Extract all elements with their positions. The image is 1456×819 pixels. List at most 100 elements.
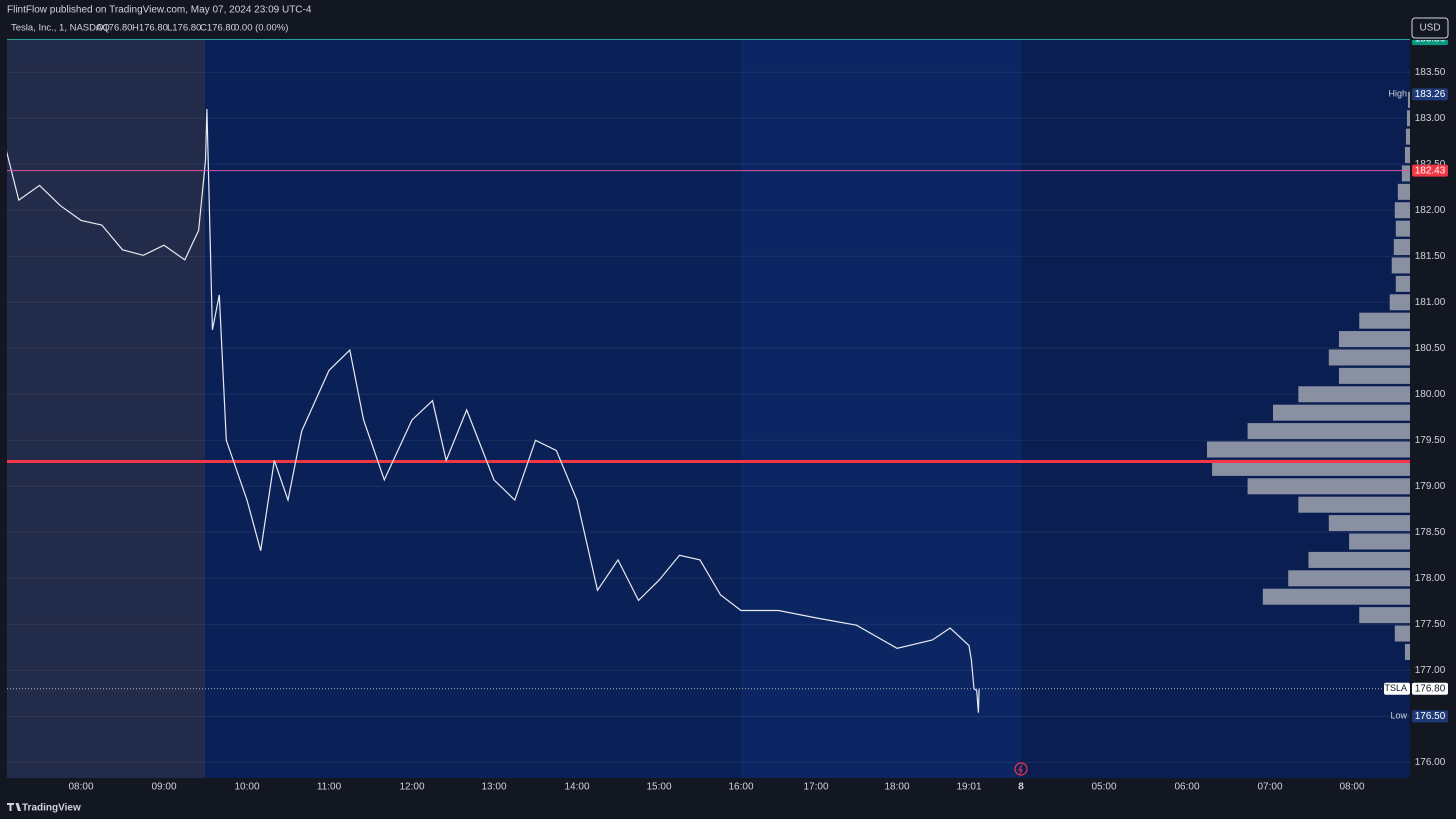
volume-profile-bar [1389, 294, 1410, 311]
x-tick-label: 18:00 [884, 782, 909, 793]
x-tick-label: 14:00 [564, 782, 589, 793]
ohlc-value: L176.80 [167, 23, 201, 34]
price-line [7, 108, 980, 713]
volume-profile-bar [1406, 110, 1410, 127]
y-tick-label: 177.50 [1415, 619, 1446, 630]
y-tick-label: 178.00 [1415, 573, 1446, 584]
x-tick-label: 17:00 [803, 782, 828, 793]
price-label-box [1412, 164, 1448, 177]
brand-name: TradingView [22, 803, 81, 814]
currency-button[interactable] [1411, 17, 1449, 39]
x-tick-label: 8 [1018, 782, 1024, 793]
volume-profile-bar [1262, 588, 1410, 605]
x-tick-label: 11:00 [317, 782, 342, 793]
volume-profile-bar [1391, 257, 1410, 274]
price-label-name: Low [1390, 711, 1407, 721]
y-tick-label: 183.50 [1415, 67, 1446, 78]
y-tick-label: 180.50 [1415, 343, 1446, 354]
series-tag-box [1384, 682, 1410, 695]
volume-profile-bar [1394, 625, 1410, 642]
price-label-text: 183.26 [1415, 89, 1446, 100]
y-tick-label: 182.00 [1415, 205, 1446, 216]
volume-profile-bar [1212, 459, 1410, 476]
y-tick-label: 176.00 [1415, 757, 1446, 768]
event-bolt [1018, 764, 1023, 775]
volume-profile-bar [1404, 147, 1410, 164]
price-label-text: 176.80 [1415, 683, 1446, 694]
x-tick-label: 10:00 [234, 782, 259, 793]
price-label-box [1412, 710, 1448, 723]
y-tick-label: 181.50 [1415, 251, 1446, 262]
volume-profile-bar [1338, 367, 1410, 384]
price-axis: 176.00 176.50 177.00 177.50 178.00 178.50 179.… [1384, 34, 1448, 768]
publish-info: FlintFlow published on TradingView.com, … [7, 5, 312, 16]
premarket-session [7, 40, 205, 778]
volume-profile-bar [1349, 533, 1410, 550]
x-tick-label: 15:00 [646, 782, 671, 793]
volume-profile-bar [1328, 515, 1410, 532]
x-tick-label: 07:00 [1257, 782, 1282, 793]
x-tick-label: 09:00 [151, 782, 176, 793]
volume-profile-bar [1397, 183, 1410, 200]
y-tick-label: 177.00 [1415, 665, 1446, 676]
price-label-name: TSLA [1384, 683, 1407, 693]
ohlc-value: C176.80 [200, 23, 236, 34]
ohlc-value: H176.80 [132, 23, 168, 34]
price-label-box [1412, 88, 1448, 101]
volume-profile-bar [1298, 496, 1410, 513]
x-tick-label: 06:00 [1174, 782, 1199, 793]
price-label-box [1412, 40, 1448, 46]
x-tick-label: 13:00 [481, 782, 506, 793]
volume-profile-bar [1207, 441, 1410, 458]
grid [7, 71, 1410, 763]
x-tick-label: 16:00 [728, 782, 753, 793]
price-label: 176.50 [1412, 710, 1448, 723]
regular-session [205, 40, 741, 778]
volume-profile-bar [1393, 239, 1410, 256]
currency-label[interactable]: USD [1419, 23, 1440, 34]
volume-profile-bar [1359, 312, 1410, 329]
price-label-text: 176.50 [1415, 711, 1446, 722]
price-label-name: High [1388, 89, 1407, 99]
x-tick-label: 05:00 [1091, 782, 1116, 793]
y-tick-label: 179.50 [1415, 435, 1446, 446]
volume-profile-bar [1288, 570, 1410, 587]
price-label-text: 182.43 [1415, 165, 1446, 176]
volume-profile-bar [1404, 643, 1410, 660]
price-label: 176.80 [1412, 682, 1448, 695]
time-axis: 08:00 09:00 10:00 11:00 12:00 13:00 14:00 15:00… [68, 782, 1364, 793]
event-icon[interactable] [1014, 762, 1028, 776]
volume-profile-bar [1359, 607, 1410, 624]
symbol-name: Tesla, Inc., 1, NASDAQ [11, 23, 110, 34]
price-label: 183.86 [1412, 34, 1448, 46]
price-label-text: 183.86 [1415, 34, 1446, 45]
y-tick-label: 182.50 [1415, 159, 1446, 170]
x-tick-label: 08:00 [1339, 782, 1364, 793]
volume-profile-bar [1247, 478, 1410, 495]
price-label: 183.26 [1412, 88, 1448, 101]
volume-profile-bar [1405, 128, 1410, 145]
plot [7, 91, 1410, 713]
price-label-box [1412, 682, 1448, 695]
volume-profile-bar [1272, 404, 1410, 421]
price-label: 182.43 [1412, 164, 1448, 177]
volume-profile-bar [1308, 551, 1410, 568]
ohlc-value: O176.80 [96, 23, 132, 34]
y-tick-label: 181.00 [1415, 297, 1446, 308]
volume-profile-bar [1401, 165, 1410, 182]
volume-profile-bar [1395, 220, 1410, 237]
y-tick-label: 178.50 [1415, 527, 1446, 538]
change-value: 0.00 (0.00%) [234, 23, 288, 34]
volume-profile-bar [1338, 331, 1410, 348]
volume-profile-bar [1395, 275, 1410, 292]
x-tick-label: 12:00 [399, 782, 424, 793]
brand-logo [7, 803, 21, 811]
y-tick-label: 180.00 [1415, 389, 1446, 400]
volume-profile-bar [1407, 91, 1410, 108]
volume-profile-bar [1247, 423, 1410, 440]
y-tick-label: 179.00 [1415, 481, 1446, 492]
postmarket-session [741, 40, 1021, 778]
volume-profile-bar [1298, 386, 1410, 403]
